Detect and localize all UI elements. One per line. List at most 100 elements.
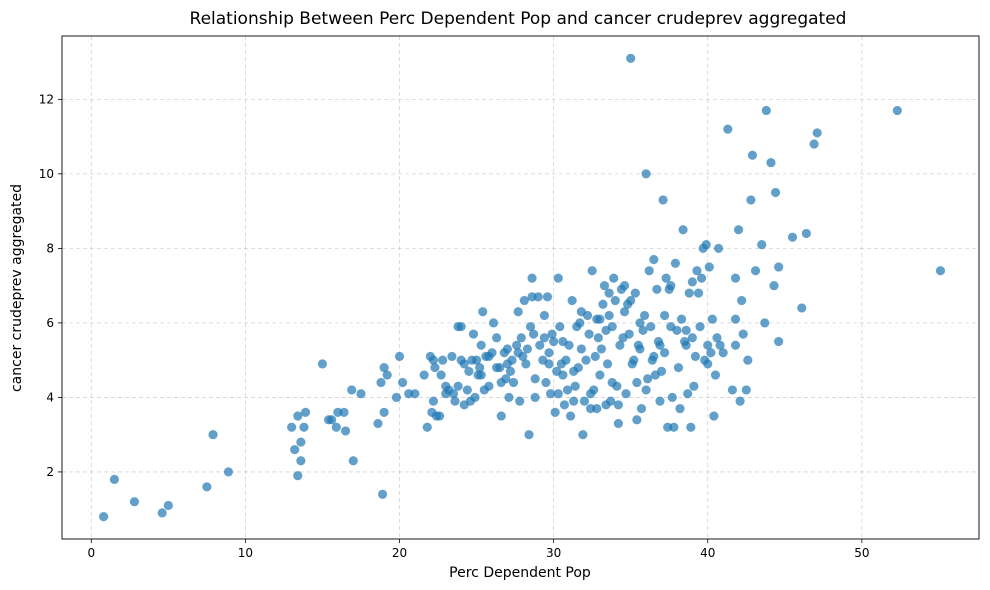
scatter-point (604, 310, 614, 321)
scatter-point (718, 347, 728, 358)
scatter-point (542, 292, 553, 302)
scatter-point (892, 105, 903, 116)
scatter-point (672, 325, 682, 336)
x-tick-label: 0 (87, 546, 95, 560)
scatter-point (687, 277, 698, 287)
scatter-point (681, 325, 691, 336)
scatter-point (541, 377, 551, 388)
scatter-point (521, 359, 531, 369)
scatter-point (667, 392, 678, 403)
scatter-point (710, 370, 721, 380)
scatter-point (709, 411, 719, 421)
scatter-point (394, 351, 405, 362)
scatter-point (741, 385, 752, 395)
scatter-point (590, 351, 600, 362)
scatter-point (568, 366, 579, 377)
scatter-point (812, 128, 822, 138)
scatter-point (567, 295, 577, 306)
scatter-point (661, 273, 671, 283)
scatter-point (641, 385, 651, 395)
scatter-point (644, 265, 654, 276)
scatter-point (636, 403, 647, 414)
scatter-point (619, 306, 630, 317)
scatter-point (760, 318, 770, 328)
scatter-point (690, 351, 701, 362)
scatter-point (504, 392, 514, 403)
x-tick-label: 10 (238, 546, 253, 560)
scatter-point (578, 429, 588, 440)
scatter-point (340, 426, 351, 436)
scatter-point (632, 377, 642, 388)
scatter-point (484, 351, 494, 362)
scatter-point (669, 422, 679, 432)
scatter-point (456, 355, 466, 365)
y-tick-label: 10 (39, 167, 54, 181)
scatter-point (610, 295, 621, 306)
scatter-point (548, 336, 559, 347)
scatter-point (595, 314, 605, 324)
scatter-point (638, 325, 648, 336)
scatter-point (527, 273, 537, 283)
scatter-point (645, 321, 656, 332)
scatter-point (223, 467, 234, 477)
scatter-point (743, 355, 753, 365)
scatter-point (456, 321, 466, 332)
scatter-point (738, 329, 748, 339)
scatter-point (598, 299, 608, 310)
scatter-point (585, 388, 596, 399)
scatter-point (516, 333, 527, 343)
y-tick-label: 6 (46, 316, 54, 330)
scatter-point (641, 169, 651, 179)
scatter-point (293, 411, 303, 421)
scatter-point (539, 310, 550, 321)
scatter-point (468, 329, 479, 339)
scatter-point (428, 355, 439, 365)
scatter-point (379, 407, 389, 418)
scatter-point (484, 381, 494, 391)
scatter-point (635, 344, 645, 354)
scatter-point (331, 422, 342, 432)
scatter-point (397, 377, 408, 388)
scatter-point (562, 385, 573, 395)
scatter-point (326, 415, 337, 425)
scatter-point (576, 344, 587, 354)
scatter-point (476, 370, 486, 380)
scatter-point (619, 280, 630, 291)
scatter-point (659, 347, 670, 358)
y-axis-label: cancer crudeprev aggregated (9, 184, 25, 392)
scatter-point (689, 381, 699, 391)
scatter-point (756, 239, 767, 250)
scatter-point (530, 374, 540, 384)
scatter-point (453, 381, 463, 391)
scatter-point (502, 359, 513, 369)
scatter-point (613, 400, 624, 410)
plot-frame (61, 35, 980, 540)
scatter-point (491, 333, 502, 343)
scatter-point (422, 422, 433, 432)
scatter-point (428, 396, 439, 406)
scatter-point (593, 333, 604, 343)
scatter-point (747, 150, 758, 160)
scatter-point (666, 280, 676, 291)
scatter-point (652, 284, 662, 295)
scatter-point (625, 53, 636, 64)
grid-layer (62, 36, 979, 539)
scatter-point (730, 273, 741, 283)
scatter-point (539, 333, 550, 343)
scatter-point (687, 333, 698, 343)
scatter-point (524, 429, 534, 440)
scatter-point (289, 444, 300, 455)
x-tick-label: 50 (854, 546, 869, 560)
scatter-point (750, 265, 761, 276)
scatter-point (581, 355, 591, 365)
scatter-point (695, 321, 705, 332)
scatter-point (559, 400, 570, 410)
scatter-point (658, 195, 668, 205)
scatter-point (675, 403, 685, 414)
scatter-point (202, 482, 212, 492)
scatter-point (773, 262, 784, 272)
scatter-point (356, 388, 366, 399)
scatter-point (599, 280, 610, 291)
scatter-point (701, 239, 711, 250)
